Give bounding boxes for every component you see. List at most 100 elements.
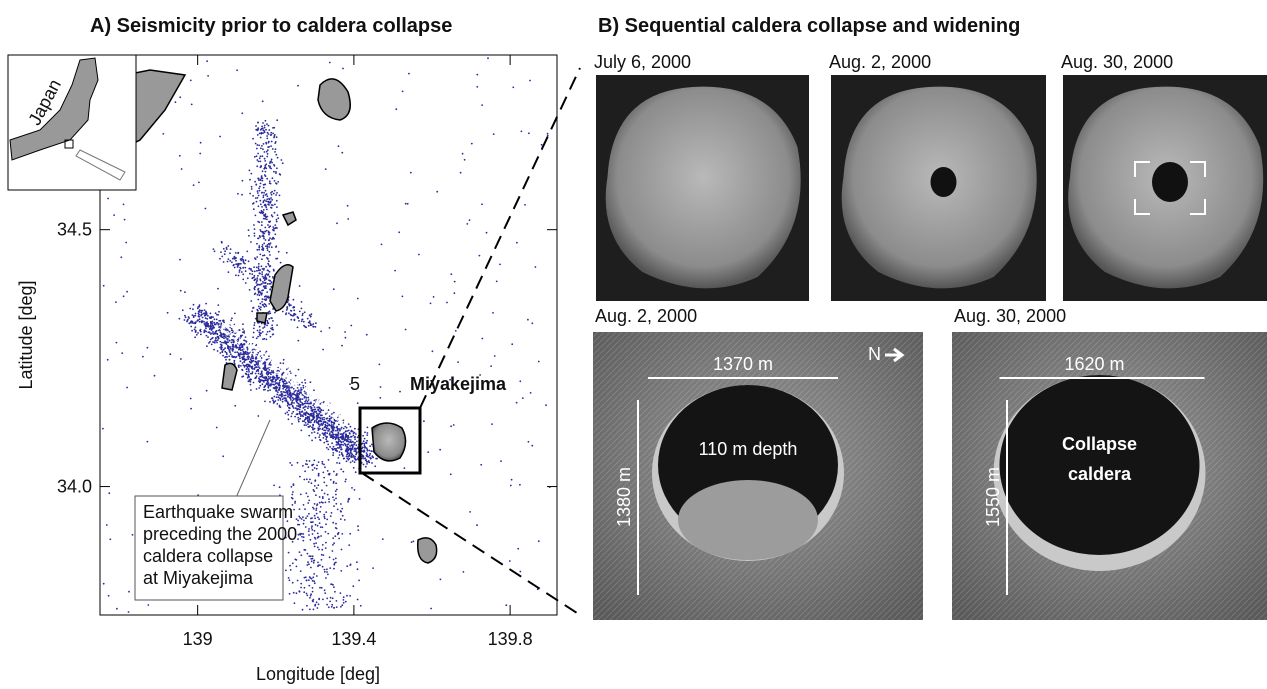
quake xyxy=(269,331,271,333)
quake xyxy=(317,525,319,527)
quake xyxy=(372,457,374,459)
quake xyxy=(330,515,332,517)
quake xyxy=(430,608,432,610)
quake xyxy=(335,474,337,476)
quake xyxy=(263,381,265,383)
image-date: Aug. 2, 2000 xyxy=(829,52,931,72)
quake xyxy=(221,241,223,243)
quake xyxy=(289,407,291,409)
quake xyxy=(356,561,358,563)
quake xyxy=(350,439,352,441)
quake xyxy=(256,249,258,251)
quake xyxy=(288,577,290,579)
quake xyxy=(325,547,327,549)
quake xyxy=(462,153,464,155)
quake xyxy=(253,277,255,279)
quake xyxy=(108,492,110,494)
quake xyxy=(309,577,311,579)
quake xyxy=(262,281,264,283)
quake xyxy=(266,123,268,125)
quake xyxy=(343,596,345,598)
quake xyxy=(245,270,247,272)
quake xyxy=(226,247,228,249)
quake xyxy=(324,518,326,520)
quake xyxy=(321,461,323,463)
quake xyxy=(194,336,196,338)
quake xyxy=(252,270,254,272)
quake xyxy=(302,465,304,467)
quake xyxy=(147,604,149,606)
quake xyxy=(273,228,275,230)
quake xyxy=(285,413,287,415)
quake xyxy=(324,466,326,468)
quake xyxy=(295,407,297,409)
quake xyxy=(295,400,297,402)
quake xyxy=(264,151,266,153)
quake xyxy=(169,353,171,355)
quake xyxy=(205,317,207,319)
quake xyxy=(326,485,328,487)
quake xyxy=(476,74,478,76)
quake xyxy=(260,179,262,181)
quake xyxy=(322,433,324,435)
quake xyxy=(201,314,203,316)
quake xyxy=(270,132,272,134)
quake xyxy=(274,381,276,383)
quake xyxy=(302,533,304,535)
quake xyxy=(366,334,368,336)
quake xyxy=(271,162,273,164)
quake xyxy=(221,342,223,344)
quake xyxy=(201,310,203,312)
quake xyxy=(337,509,339,511)
quake xyxy=(291,497,293,499)
quake xyxy=(247,377,249,379)
quake xyxy=(345,601,347,603)
quake xyxy=(267,283,269,285)
quake xyxy=(326,604,328,606)
quake xyxy=(262,244,264,246)
quake xyxy=(333,586,335,588)
quake xyxy=(339,430,341,432)
quake xyxy=(457,361,459,363)
quake xyxy=(325,435,327,437)
quake xyxy=(281,393,283,395)
quake xyxy=(362,456,364,458)
quake xyxy=(304,470,306,472)
quake xyxy=(267,373,269,375)
quake xyxy=(291,310,293,312)
quake xyxy=(374,465,376,467)
quake xyxy=(314,515,316,517)
quake xyxy=(212,337,214,339)
quake xyxy=(375,458,377,460)
quake xyxy=(254,289,256,291)
quake xyxy=(333,446,335,448)
quake xyxy=(323,554,325,556)
quake xyxy=(351,453,353,455)
quake xyxy=(323,516,325,518)
quake xyxy=(346,565,348,567)
quake xyxy=(318,603,320,605)
quake xyxy=(274,134,276,136)
quake xyxy=(297,340,299,342)
quake xyxy=(209,317,211,319)
quake xyxy=(268,125,270,127)
quake xyxy=(490,365,492,367)
quake xyxy=(340,510,342,512)
quake xyxy=(341,448,343,450)
quake xyxy=(261,271,263,273)
panel-title: B) Sequential caldera collapse and widen… xyxy=(598,15,1020,37)
quake xyxy=(330,479,332,481)
quake xyxy=(336,222,338,224)
quake xyxy=(265,120,267,122)
quake xyxy=(325,542,327,544)
quake xyxy=(308,500,310,502)
quake xyxy=(311,440,313,442)
quake xyxy=(270,201,272,203)
quake xyxy=(291,486,293,488)
quake xyxy=(211,328,213,330)
quake xyxy=(341,533,343,535)
quake xyxy=(128,611,130,613)
quake xyxy=(262,327,264,329)
quake xyxy=(268,234,270,236)
quake xyxy=(329,446,331,448)
